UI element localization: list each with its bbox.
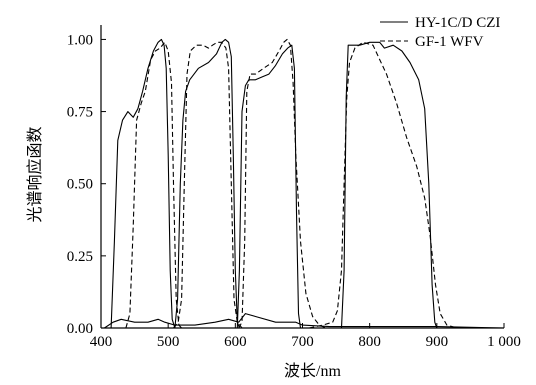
- x-tick-label: 600: [224, 334, 247, 350]
- hy1cd-czi-band-1-line: [104, 313, 505, 329]
- y-tick-label: 0.75: [67, 105, 93, 121]
- legend-label: GF-1 WFV: [415, 34, 484, 50]
- series-layer: [104, 38, 505, 329]
- y-tick-label: 0.25: [67, 249, 93, 265]
- x-tick-label: 900: [426, 334, 449, 350]
- x-tick-label: 400: [90, 334, 113, 350]
- y-ticks: 0.00 0.25 0.50 0.75 1.00: [67, 32, 106, 337]
- y-tick-label: 0.00: [67, 321, 93, 337]
- y-tick-label: 1.00: [67, 32, 93, 48]
- x-tick-label: 800: [358, 334, 381, 350]
- y-axis-label: 光谱响应函数: [25, 126, 44, 222]
- hy1cd-czi-band-2-line: [110, 38, 176, 329]
- y-tick-label: 0.50: [67, 177, 93, 193]
- x-tick-label: 500: [157, 334, 180, 350]
- x-axis-label: 波长/nm: [284, 362, 341, 380]
- gf1-wfv-band-3-line: [238, 38, 327, 329]
- x-ticks: 400 500 600 700 800 900 1 000: [90, 323, 521, 350]
- gf1-wfv-band-1-line: [125, 41, 183, 329]
- hy1cd-czi-band-4-line: [236, 44, 302, 329]
- hy1cd-czi-band-3-line: [174, 38, 240, 329]
- x-tick-label: 700: [291, 334, 314, 350]
- x-tick-label: 1 000: [487, 334, 521, 350]
- legend: HY-1C/D CZI GF-1 WFV: [380, 15, 500, 50]
- hy1cd-czi-band-5-line: [340, 41, 438, 329]
- legend-label: HY-1C/D CZI: [415, 15, 500, 31]
- gf1-wfv-band-4-line: [309, 41, 458, 329]
